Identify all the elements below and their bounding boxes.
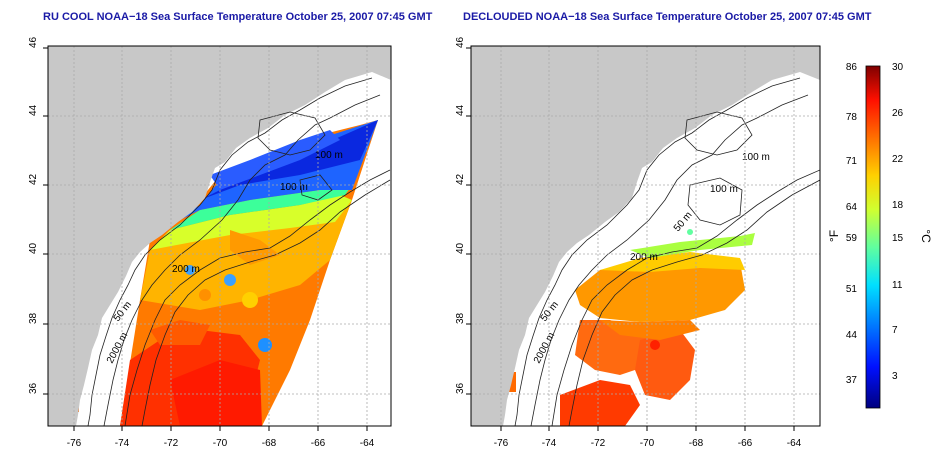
left-land (48, 46, 391, 426)
lat-tick-label: 46 (28, 36, 39, 48)
left-lat-axis: 36 38 40 42 44 46 (28, 36, 48, 395)
colorbar-gradient (865, 65, 881, 409)
celsius-unit-label: °C (919, 229, 933, 243)
lon-tick-label: -74 (542, 438, 557, 449)
lon-tick-label: -72 (164, 438, 179, 449)
colorbar-fahrenheit-ticks: 86 78 71 64 59 51 44 37 (846, 62, 858, 386)
lon-tick-label: -76 (67, 438, 82, 449)
fahrenheit-tick: 78 (846, 112, 858, 123)
lat-tick-label: 40 (455, 242, 466, 254)
right-lat-axis: 36 38 40 42 44 46 (455, 36, 471, 395)
colorbar: 86 78 71 64 59 51 44 37 30 26 22 18 15 1… (827, 62, 933, 409)
depth-label: 100 m (315, 150, 343, 161)
fahrenheit-tick: 64 (846, 202, 858, 213)
fahrenheit-tick: 51 (846, 284, 858, 295)
colorbar-celsius-ticks: 30 26 22 18 15 11 7 3 (892, 62, 904, 382)
celsius-tick: 22 (892, 154, 904, 165)
right-land (471, 46, 820, 426)
left-lon-axis: -76 -74 -72 -70 -68 -66 -64 (67, 426, 375, 449)
right-map-frame (470, 45, 821, 427)
lat-tick-label: 42 (28, 173, 39, 185)
lat-tick-label: 44 (28, 104, 39, 116)
celsius-tick: 26 (892, 108, 904, 119)
right-map-panel: 50 m 50 m 200 m 2000 m 100 m 100 m 36 38… (455, 36, 821, 449)
lon-tick-label: -68 (262, 438, 277, 449)
fahrenheit-unit-label: °F (827, 230, 841, 242)
lon-tick-label: -68 (689, 438, 704, 449)
fahrenheit-tick: 59 (846, 233, 858, 244)
lon-tick-label: -72 (591, 438, 606, 449)
right-contours (514, 77, 820, 426)
lat-tick-label: 46 (455, 36, 466, 48)
right-map-title: DECLOUDED NOAA−18 Sea Surface Temperatur… (463, 11, 872, 23)
celsius-tick: 18 (892, 200, 904, 211)
depth-label: 100 m (710, 184, 738, 195)
celsius-tick: 15 (892, 233, 904, 244)
lat-tick-label: 38 (455, 312, 466, 324)
celsius-tick: 7 (892, 325, 898, 336)
lon-tick-label: -74 (115, 438, 130, 449)
lon-tick-label: -76 (494, 438, 509, 449)
depth-label: 200 m (172, 264, 200, 275)
lon-tick-label: -64 (360, 438, 375, 449)
left-map-panel: 50 m 200 m 2000 m 100 m 100 m 36 38 40 (28, 36, 392, 449)
fahrenheit-tick: 86 (846, 62, 858, 73)
lat-tick-label: 40 (28, 242, 39, 254)
lat-tick-label: 36 (28, 382, 39, 394)
lat-tick-label: 36 (455, 382, 466, 394)
lat-tick-label: 42 (455, 173, 466, 185)
lon-tick-label: -66 (738, 438, 753, 449)
celsius-tick: 11 (892, 280, 903, 291)
lon-tick-label: -70 (640, 438, 655, 449)
fahrenheit-tick: 44 (846, 330, 858, 341)
depth-label: 100 m (280, 182, 308, 193)
right-lon-axis: -76 -74 -72 -70 -68 -66 -64 (494, 426, 802, 449)
fahrenheit-tick: 71 (846, 156, 858, 167)
lon-tick-label: -64 (787, 438, 802, 449)
celsius-tick: 3 (892, 371, 898, 382)
lon-tick-label: -70 (213, 438, 228, 449)
left-map-title: RU COOL NOAA−18 Sea Surface Temperature … (43, 11, 433, 23)
left-grid (48, 46, 391, 426)
lon-tick-label: -66 (311, 438, 326, 449)
left-contours (87, 77, 391, 426)
lat-tick-label: 38 (28, 312, 39, 324)
right-grid (471, 46, 820, 426)
depth-label: 200 m (630, 252, 658, 263)
fahrenheit-tick: 37 (846, 375, 858, 386)
celsius-tick: 30 (892, 62, 904, 73)
depth-label: 100 m (742, 152, 770, 163)
lat-tick-label: 44 (455, 104, 466, 116)
